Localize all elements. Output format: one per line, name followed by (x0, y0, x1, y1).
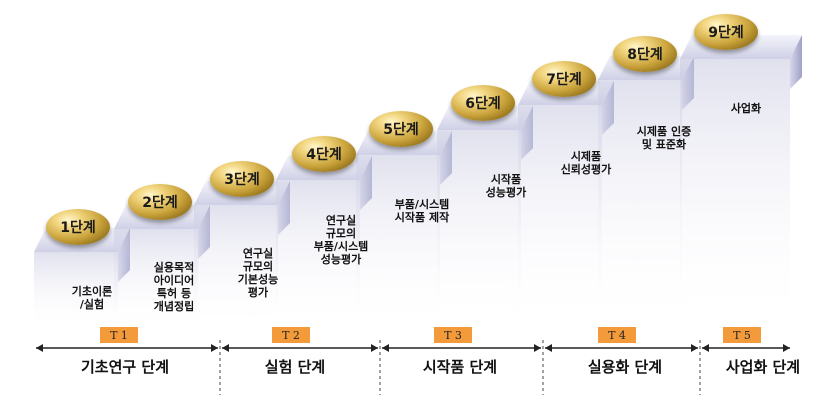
timeline-arrow-right-3 (534, 344, 541, 352)
step-1-label: 1단계 (60, 220, 96, 236)
timeline-arrow-left-1 (36, 344, 43, 352)
phase-2-label: 실험 단계 (264, 358, 326, 376)
step-8-description: 시제품 인증 및 표준화 (636, 125, 692, 151)
phase-3-label: 시작품 단계 (422, 358, 498, 376)
timeline-arrow-right-1 (211, 344, 218, 352)
step-7-label: 7단계 (546, 72, 582, 88)
step-1-front (34, 252, 118, 330)
step-5-front (356, 155, 440, 330)
step-1-description: 기초이론 /실험 (71, 285, 113, 311)
step-7-description: 시제품 신뢰성평가 (560, 150, 612, 176)
step-8-ball: 8단계 (613, 36, 677, 72)
step-3-front (194, 205, 278, 330)
t1-label: T 1 (110, 328, 128, 342)
timeline-arrow-right-4 (691, 344, 698, 352)
t2-label: T 2 (282, 328, 300, 342)
step-9-label: 9단계 (708, 25, 744, 41)
step-4-front (276, 180, 360, 330)
phase-5-label: 사업화 단계 (725, 358, 801, 376)
timeline-arrow-right-2 (371, 344, 378, 352)
step-9-side (790, 35, 802, 89)
step-4-label: 4단계 (306, 147, 342, 163)
step-5-description: 부품/시스템 시작품 제작 (394, 198, 450, 224)
step-2-front (114, 229, 198, 330)
step-3-label: 3단계 (224, 172, 260, 188)
timeline-arrow-right-5 (783, 344, 790, 352)
phase-4-label: 실용화 단계 (587, 358, 663, 376)
step-7-ball: 7단계 (532, 61, 596, 97)
step-8-front (598, 80, 682, 330)
step-8-label: 8단계 (627, 47, 663, 63)
step-9-ball: 9단계 (694, 14, 758, 50)
timeline-arrow-left-5 (702, 344, 709, 352)
timeline-arrow-left-4 (545, 344, 552, 352)
t5-box: T 5 (723, 327, 761, 343)
step-2-label: 2단계 (142, 195, 178, 211)
step-4-ball: 4단계 (292, 136, 356, 172)
step-5-label: 5단계 (383, 122, 419, 138)
step-9-description: 사업화 (730, 102, 762, 115)
step-6-ball: 6단계 (451, 85, 515, 121)
step-5-ball: 5단계 (369, 111, 433, 147)
phase-1-label: 기초연구 단계 (80, 358, 170, 376)
t4-label: T 4 (608, 328, 626, 342)
t2-box: T 2 (272, 327, 310, 343)
t1-box: T 1 (100, 327, 138, 343)
step-2-description: 실용목적 아이디어 특허 등 개념정립 (153, 261, 195, 313)
step-2-ball: 2단계 (128, 184, 192, 220)
t3-label: T 3 (444, 328, 462, 342)
step-4-description: 연구실 규모의 부품/시스템 성능평가 (313, 214, 369, 266)
step-9-front (680, 59, 790, 330)
step-7-front (518, 105, 602, 330)
step-6-label: 6단계 (465, 96, 501, 112)
step-1-ball: 1단계 (46, 209, 110, 245)
step-6-front (437, 130, 521, 330)
step-3-description: 연구실 규모의 기본성능 평가 (237, 247, 279, 299)
t5-label: T 5 (733, 328, 751, 342)
step-3-ball: 3단계 (210, 161, 274, 197)
t3-box: T 3 (434, 327, 472, 343)
step-6-description: 시작품 성능평가 (485, 173, 527, 199)
timeline-arrow-left-2 (222, 344, 229, 352)
timeline-arrow-left-3 (382, 344, 389, 352)
t4-box: T 4 (598, 327, 636, 343)
